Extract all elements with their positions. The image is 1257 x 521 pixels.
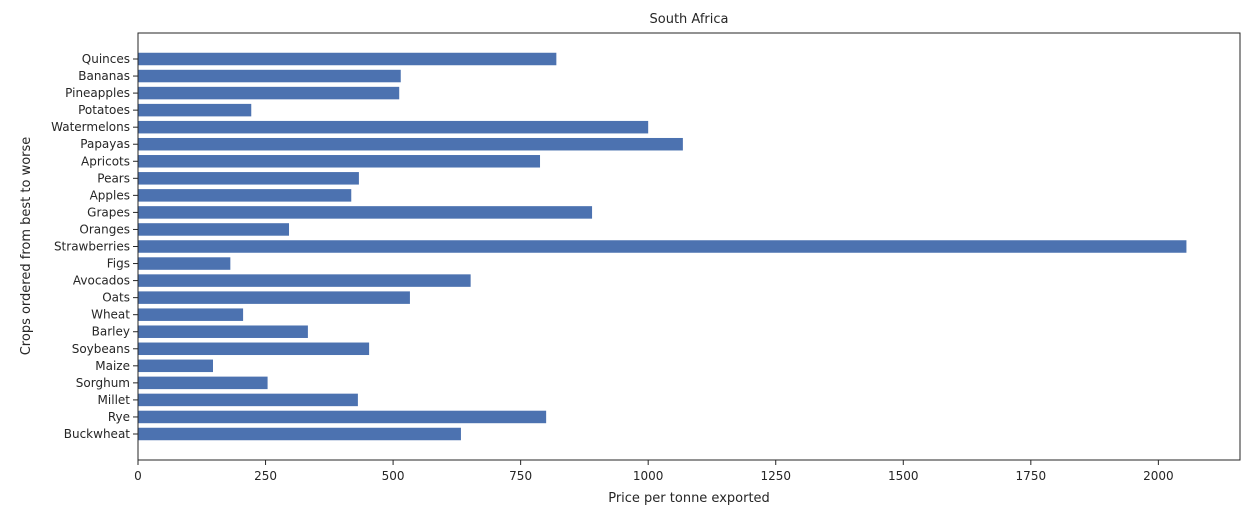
x-tick-label: 500 [382, 469, 405, 483]
bars-group [138, 52, 1187, 441]
y-tick-label: Bananas [78, 69, 130, 83]
bar-figs [138, 257, 231, 270]
y-tick-label: Apricots [81, 154, 130, 168]
y-tick-label: Quinces [82, 52, 130, 66]
y-tick-label: Apples [90, 188, 130, 202]
x-axis-label: Price per tonne exported [608, 491, 770, 506]
y-tick-label: Watermelons [51, 120, 130, 134]
bar-papayas [138, 137, 683, 151]
bar-oats [138, 291, 410, 304]
y-tick-label: Oranges [79, 222, 130, 236]
bar-strawberries [138, 240, 1187, 253]
x-tick-label: 2000 [1143, 469, 1174, 483]
y-tick-label: Grapes [87, 205, 130, 219]
x-tick-label: 1750 [1016, 469, 1047, 483]
bar-buckwheat [138, 427, 461, 441]
chart-title: South Africa [650, 12, 729, 27]
bar-sorghum [138, 376, 268, 390]
y-tick-label: Wheat [91, 308, 130, 322]
bar-soybeans [138, 342, 370, 356]
y-tick-label: Pineapples [65, 86, 130, 100]
x-axis: 0 250 500 750 1000 1250 1500 1750 2000 [134, 460, 1174, 483]
bar-oranges [138, 223, 290, 236]
y-axis-label: Crops ordered from best to worse [19, 137, 34, 356]
x-tick-label: 250 [254, 469, 277, 483]
bar-grapes [138, 206, 593, 219]
y-tick-label: Maize [95, 359, 130, 373]
y-tick-label: Rye [108, 410, 130, 424]
bar-pears [138, 172, 359, 185]
bar-quinces [138, 52, 557, 66]
y-tick-label: Soybeans [72, 342, 130, 356]
y-tick-label: Pears [97, 171, 130, 185]
y-tick-label: Buckwheat [64, 427, 131, 441]
bar-apples [138, 189, 352, 202]
bar-bananas [138, 69, 401, 83]
bar-apricots [138, 155, 541, 168]
bar-wheat [138, 308, 244, 321]
y-tick-label: Strawberries [54, 240, 130, 254]
bar-avocados [138, 274, 471, 287]
x-tick-label: 1250 [760, 469, 791, 483]
y-tick-label: Potatoes [78, 103, 130, 117]
y-tick-label: Figs [107, 257, 130, 271]
x-tick-label: 0 [134, 469, 142, 483]
bar-maize [138, 359, 213, 373]
x-tick-label: 1000 [633, 469, 664, 483]
y-tick-label: Papayas [80, 137, 130, 151]
x-tick-label: 1500 [888, 469, 919, 483]
bar-barley [138, 325, 308, 338]
bar-rye [138, 410, 547, 424]
y-tick-label: Barley [92, 325, 130, 339]
bar-millet [138, 393, 358, 407]
bar-pineapples [138, 86, 400, 100]
y-tick-label: Millet [98, 393, 131, 407]
y-tick-label: Sorghum [76, 376, 130, 390]
bar-potatoes [138, 103, 252, 117]
y-tick-label: Avocados [73, 274, 130, 288]
y-axis: Quinces Bananas Pineapples Potatoes Watermel… [51, 52, 138, 441]
y-tick-label: Oats [102, 291, 130, 305]
x-tick-label: 750 [509, 469, 532, 483]
bar-watermelons [138, 120, 649, 134]
